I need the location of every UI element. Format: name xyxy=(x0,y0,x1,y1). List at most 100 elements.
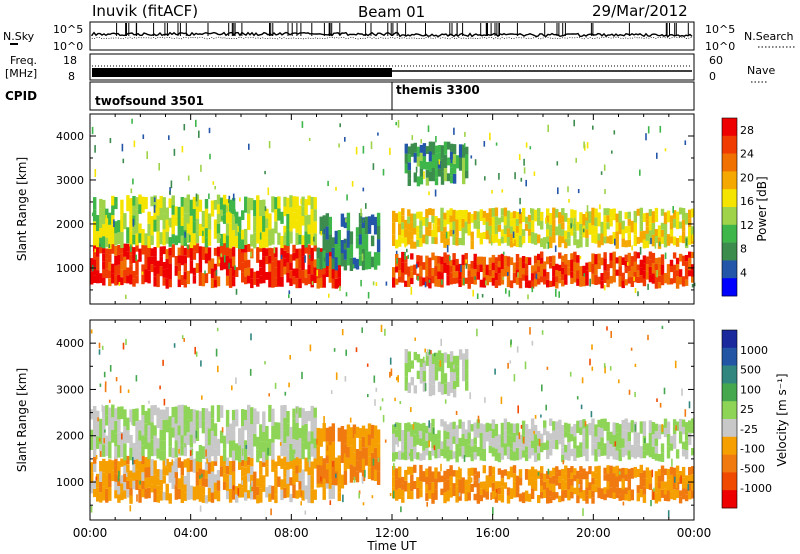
power-scatter-point xyxy=(545,217,547,224)
velocity-cell xyxy=(606,431,610,441)
power-cell xyxy=(639,275,644,283)
velocity-scatter-point xyxy=(424,348,426,353)
velocity-cell xyxy=(639,472,644,481)
power-cell xyxy=(343,249,348,260)
power-cell xyxy=(684,261,689,268)
power-cell xyxy=(213,219,218,230)
power-scatter-point xyxy=(426,171,429,176)
velocity-cell xyxy=(410,436,414,449)
velocity-cell xyxy=(491,466,496,475)
power-cell xyxy=(150,235,154,245)
power-cell xyxy=(307,254,311,265)
power-cell xyxy=(576,239,580,249)
velocity-cell xyxy=(153,425,157,436)
velocity-cell xyxy=(132,442,136,460)
power-cell xyxy=(615,231,619,240)
velocity-cell xyxy=(618,448,622,462)
velocity-cell xyxy=(153,445,157,456)
power-cell xyxy=(540,238,544,248)
power-cell xyxy=(313,221,317,234)
power-cell xyxy=(591,253,595,264)
power-cell xyxy=(183,213,188,230)
power-cell xyxy=(171,224,175,235)
power-cell xyxy=(192,244,197,252)
velocity-cell xyxy=(416,430,420,438)
power-cell xyxy=(410,213,414,223)
velocity-cell xyxy=(241,426,245,444)
velocity-cell xyxy=(295,457,299,466)
power-cell xyxy=(256,278,260,287)
power-cell xyxy=(395,239,399,249)
power-cell xyxy=(231,197,236,214)
velocity-cell xyxy=(462,367,466,382)
velocity-scatter-point xyxy=(389,493,392,497)
power-cell xyxy=(458,144,463,158)
power-cell xyxy=(654,236,659,243)
power-cell xyxy=(241,239,245,249)
velocity-cell xyxy=(238,483,242,498)
velocity-cell xyxy=(506,446,511,460)
power-cell xyxy=(518,212,523,224)
velocity-scatter-point xyxy=(681,388,683,396)
power-colorbar-tick: 4 xyxy=(740,266,747,279)
power-cell xyxy=(370,235,375,247)
velocity-cell xyxy=(126,455,130,465)
power-cell xyxy=(93,233,97,246)
velocity-scatter-point xyxy=(389,371,391,378)
power-cell xyxy=(606,222,610,230)
velocity-cell xyxy=(316,446,320,465)
velocity-cell xyxy=(231,430,236,441)
velocity-cell xyxy=(367,423,372,435)
power-cell xyxy=(307,274,311,285)
power-cell xyxy=(204,208,209,219)
velocity-cell xyxy=(159,429,163,441)
power-cell xyxy=(419,276,423,287)
power-cell xyxy=(425,226,429,236)
velocity-cell xyxy=(159,469,163,480)
power-cell xyxy=(301,235,305,245)
power-cell xyxy=(603,276,607,283)
velocity-cell xyxy=(334,471,339,486)
velocity-cell xyxy=(549,496,553,504)
velocity-cell xyxy=(265,487,269,498)
power-cell xyxy=(576,262,580,271)
power-cell xyxy=(325,226,330,240)
power-cell xyxy=(627,271,632,278)
power-scatter-point xyxy=(472,289,474,297)
power-cell xyxy=(141,244,145,255)
power-cell xyxy=(691,251,695,259)
power-scatter-point xyxy=(462,161,465,169)
power-cell xyxy=(660,229,665,237)
velocity-cell xyxy=(512,451,517,461)
power-cell xyxy=(126,275,130,284)
power-cell xyxy=(126,195,130,212)
velocity-cell xyxy=(153,405,157,416)
velocity-cell xyxy=(476,428,481,438)
power-cell xyxy=(395,278,399,285)
velocity-scatter-point xyxy=(99,383,102,387)
velocity-cell xyxy=(244,420,248,431)
velocity-cell xyxy=(582,468,586,480)
power-cell xyxy=(135,209,139,222)
power-cell xyxy=(153,276,157,287)
power-cell xyxy=(434,145,439,154)
velocity-cell xyxy=(102,486,106,501)
velocity-cell xyxy=(431,433,435,441)
velocity-cell xyxy=(530,448,535,456)
power-scatter-point xyxy=(435,136,437,143)
velocity-scatter-point xyxy=(453,365,455,369)
power-scatter-point xyxy=(301,121,304,128)
velocity-cell xyxy=(688,475,692,484)
velocity-cell xyxy=(546,471,550,480)
nave-label: Nave xyxy=(747,64,775,77)
velocity-cell xyxy=(204,461,209,471)
velocity-cell xyxy=(301,408,305,426)
power-scatter-point xyxy=(583,141,585,149)
velocity-cell xyxy=(437,439,441,449)
power-cell xyxy=(543,237,547,249)
velocity-cell xyxy=(527,428,532,437)
power-cell xyxy=(247,259,251,268)
power-cell xyxy=(657,257,662,264)
power-cell xyxy=(461,236,465,246)
power-cell xyxy=(597,276,601,285)
